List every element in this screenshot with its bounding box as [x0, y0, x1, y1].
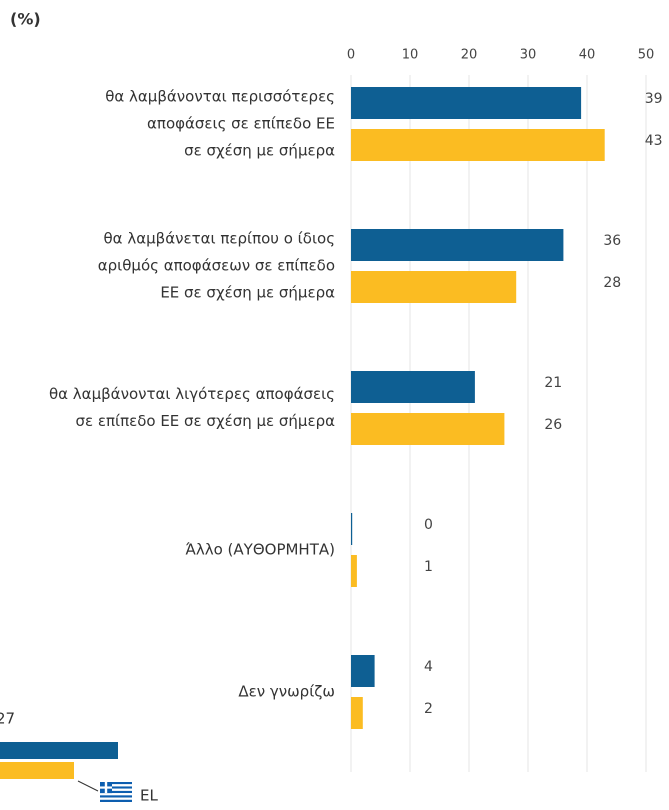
data-label: 1: [424, 559, 433, 575]
category-label: ΕΕ σε σχέση με σήμερα: [160, 284, 335, 302]
flag-stripe: [100, 797, 132, 800]
legend-swatch: [0, 762, 74, 779]
bar: [351, 129, 605, 161]
data-label: 28: [603, 275, 621, 291]
x-tick-label: 20: [461, 48, 478, 63]
x-tick-label: 0: [347, 48, 355, 63]
data-label: 0: [424, 517, 433, 533]
data-label: 36: [603, 233, 621, 249]
bar: [351, 271, 517, 303]
x-tick-label: 50: [638, 48, 655, 63]
flag-stripe: [100, 795, 132, 798]
bar: [351, 655, 375, 687]
flag-stripe: [100, 790, 132, 794]
flag-stripe: [100, 793, 132, 796]
bar: [351, 413, 505, 445]
category-label: θα λαμβάνονται περισσότερες: [105, 88, 335, 106]
x-tick-label: 10: [402, 48, 419, 63]
category-label: Δεν γνωρίζω: [238, 683, 335, 701]
chart-title: (%): [10, 10, 41, 29]
flag-stripe: [100, 799, 132, 802]
flag-stripe: [100, 782, 132, 785]
bar: [351, 555, 357, 587]
data-label: 43: [645, 133, 663, 149]
x-tick-label: 40: [579, 48, 596, 63]
legend-label: 27: [0, 710, 15, 728]
bar: [351, 697, 363, 729]
bar: [351, 229, 564, 261]
category-label: αποφάσεις σε επίπεδο ΕΕ: [147, 115, 335, 133]
data-label: 26: [544, 417, 562, 433]
data-label: 4: [424, 659, 433, 675]
category-label: Άλλο (ΑΥΘΟΡΜΗΤΑ): [185, 541, 335, 559]
data-label: 2: [424, 701, 433, 717]
x-tick-label: 30: [520, 48, 537, 63]
category-label: θα λαμβάνεται περίπου ο ίδιος: [104, 230, 336, 248]
legend-label: EL: [140, 787, 158, 805]
category-label: σε επίπεδο ΕΕ σε σχέση με σήμερα: [75, 412, 335, 430]
category-label: σε σχέση με σήμερα: [184, 142, 335, 160]
legend-swatch: [0, 742, 118, 759]
bar: [351, 513, 353, 545]
data-label: 21: [544, 375, 562, 391]
bar: [351, 87, 582, 119]
category-label: θα λαμβάνονται λιγότερες αποφάσεις: [49, 385, 335, 403]
flag-stripe: [100, 788, 132, 791]
category-label: αριθμός αποφάσεων σε επίπεδο: [98, 257, 335, 275]
legend-leader: [77, 780, 99, 792]
data-label: 39: [645, 91, 663, 107]
bar: [351, 371, 475, 403]
flag-cross: [104, 782, 108, 794]
flag-stripe: [100, 784, 132, 787]
flag-stripe: [100, 786, 132, 789]
